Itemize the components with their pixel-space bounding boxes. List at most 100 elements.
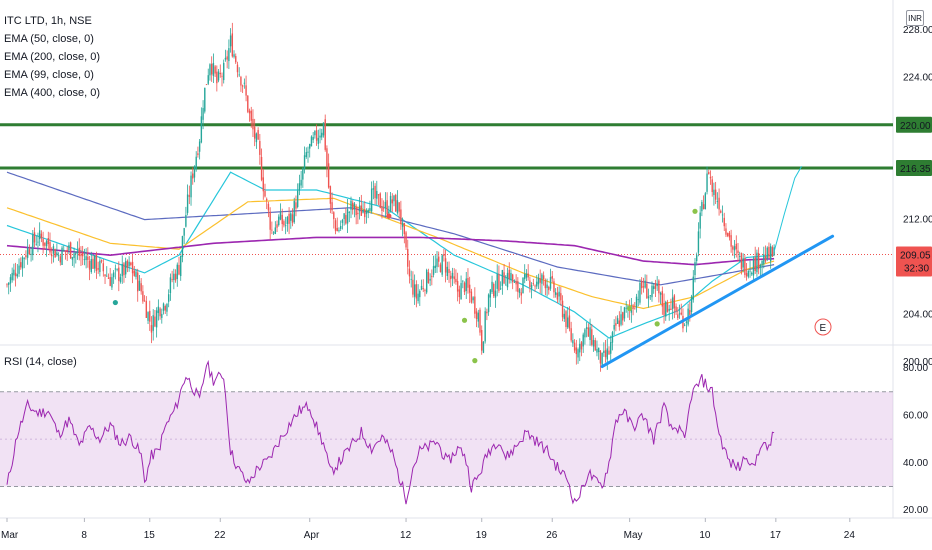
candle-body (51, 254, 53, 257)
candle-body (527, 273, 529, 278)
time-tick-label: 8 (81, 530, 87, 541)
candle-body (377, 194, 380, 196)
candle-body (673, 295, 676, 309)
time-tick-label: 26 (546, 530, 558, 541)
candle-body (360, 205, 363, 216)
time-tick-label: 22 (214, 530, 226, 541)
earnings-marker-icon (814, 318, 832, 336)
candle-body (171, 279, 173, 280)
candle-body (455, 278, 457, 283)
candle-body (491, 281, 493, 293)
candle-body (763, 254, 765, 265)
candle-body (147, 312, 149, 321)
candle-body (190, 175, 192, 198)
candle-body (157, 306, 160, 313)
candle-body (451, 272, 454, 279)
rsi-tick-label: 40.00 (903, 458, 928, 469)
time-tick-label: 19 (476, 530, 488, 541)
candle-body (357, 212, 359, 215)
candle-body (260, 156, 263, 180)
candle-body (267, 203, 270, 211)
candle-body (680, 312, 682, 315)
candle-body (358, 205, 361, 212)
candle-body (123, 263, 125, 276)
candle-body (412, 279, 414, 295)
candle-body (536, 281, 538, 287)
candle-body (489, 289, 492, 298)
candle-body (212, 62, 215, 76)
candle-body (529, 280, 531, 288)
currency-badge[interactable]: INR (906, 10, 924, 26)
candle-body (327, 163, 330, 188)
candle-body (737, 250, 739, 253)
candle-body (386, 200, 388, 215)
candle-body (181, 236, 184, 257)
candle-body (615, 323, 617, 326)
candle-body (100, 260, 103, 262)
earnings-marker-label: E (820, 323, 827, 334)
candle-body (551, 276, 553, 279)
candle-body (200, 116, 203, 143)
candle-body (403, 222, 406, 235)
candle-body (751, 272, 753, 275)
candle-body (446, 266, 449, 277)
candle-body (11, 272, 13, 281)
candle-body (554, 292, 557, 295)
symbol-title[interactable]: ITC LTD, 1h, NSE (4, 15, 92, 27)
rsi-legend[interactable]: RSI (14, close) (4, 356, 77, 368)
candle-body (71, 257, 74, 260)
candle-body (109, 277, 111, 286)
candle-body (726, 233, 729, 236)
candle-body (696, 255, 698, 262)
candle-body (167, 294, 170, 302)
candle-body (463, 282, 466, 293)
candle-body (329, 186, 332, 204)
candle-body (173, 273, 175, 281)
candle-body (26, 247, 29, 258)
indicator-ema50-label[interactable]: EMA (50, close, 0) (4, 33, 94, 45)
candle-body (725, 228, 727, 235)
candle-body (192, 173, 194, 179)
rsi-tick-label: 80.00 (903, 363, 928, 374)
candle-body (594, 340, 596, 351)
candle-body (271, 229, 273, 231)
candle-body (591, 329, 593, 345)
candle-body (606, 348, 608, 360)
candle-body (420, 285, 423, 290)
candle-body (601, 352, 603, 365)
candle-body (286, 216, 289, 224)
candle-body (651, 285, 653, 298)
candle-body (180, 255, 182, 277)
candle-body (243, 82, 246, 84)
candle-body (460, 283, 462, 300)
candle-body (97, 268, 99, 270)
candle-body (603, 350, 605, 353)
candle-body (597, 347, 600, 353)
rsi-line (6, 359, 775, 505)
candle-body (393, 195, 395, 202)
candle-body (713, 189, 715, 196)
candle-body (238, 74, 240, 76)
candle-body (407, 249, 409, 267)
candle-body (102, 263, 105, 272)
candle-body (47, 238, 49, 245)
candle-body (544, 280, 547, 289)
candle-body (133, 270, 135, 276)
signal-dot (461, 317, 468, 323)
candle-body (224, 57, 227, 60)
candle-body (362, 209, 364, 213)
candle-body (193, 166, 196, 178)
candle-body (54, 249, 56, 258)
indicator-ema99-label[interactable]: EMA (99, close, 0) (4, 69, 94, 81)
indicator-ema200-label[interactable]: EMA (200, close, 0) (4, 51, 100, 63)
signal-dot (472, 358, 478, 364)
candle-body (379, 193, 381, 209)
candle-body (678, 313, 681, 315)
price-tick-label: 224.00 (903, 72, 932, 83)
candle-body (549, 277, 552, 289)
indicator-ema400-label[interactable]: EMA (400, close, 0) (4, 87, 100, 99)
candle-body (470, 291, 473, 303)
candle-body (458, 289, 461, 298)
candle-body (88, 260, 91, 270)
